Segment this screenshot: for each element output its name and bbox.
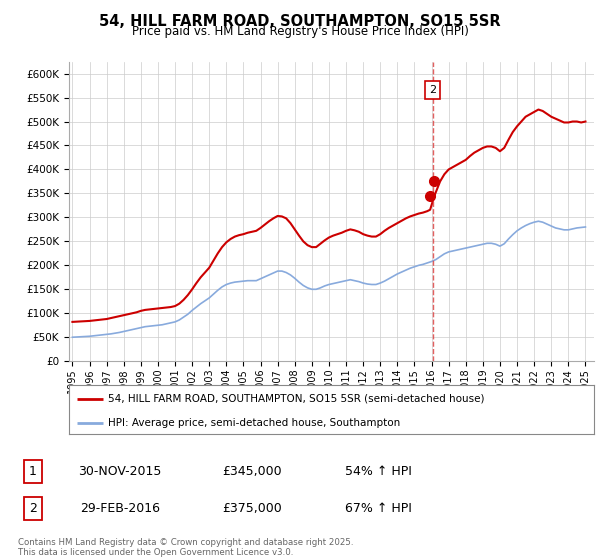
Text: £375,000: £375,000 bbox=[222, 502, 282, 515]
Text: Contains HM Land Registry data © Crown copyright and database right 2025.
This d: Contains HM Land Registry data © Crown c… bbox=[18, 538, 353, 557]
Text: 2: 2 bbox=[430, 85, 436, 95]
Text: 2: 2 bbox=[29, 502, 37, 515]
Text: 67% ↑ HPI: 67% ↑ HPI bbox=[344, 502, 412, 515]
Text: 30-NOV-2015: 30-NOV-2015 bbox=[79, 465, 161, 478]
Text: 54% ↑ HPI: 54% ↑ HPI bbox=[344, 465, 412, 478]
Text: 29-FEB-2016: 29-FEB-2016 bbox=[80, 502, 160, 515]
Text: 1: 1 bbox=[29, 465, 37, 478]
Text: £345,000: £345,000 bbox=[222, 465, 282, 478]
Text: HPI: Average price, semi-detached house, Southampton: HPI: Average price, semi-detached house,… bbox=[109, 418, 401, 428]
Text: 54, HILL FARM ROAD, SOUTHAMPTON, SO15 5SR: 54, HILL FARM ROAD, SOUTHAMPTON, SO15 5S… bbox=[99, 14, 501, 29]
Text: 54, HILL FARM ROAD, SOUTHAMPTON, SO15 5SR (semi-detached house): 54, HILL FARM ROAD, SOUTHAMPTON, SO15 5S… bbox=[109, 394, 485, 404]
Text: Price paid vs. HM Land Registry's House Price Index (HPI): Price paid vs. HM Land Registry's House … bbox=[131, 25, 469, 38]
